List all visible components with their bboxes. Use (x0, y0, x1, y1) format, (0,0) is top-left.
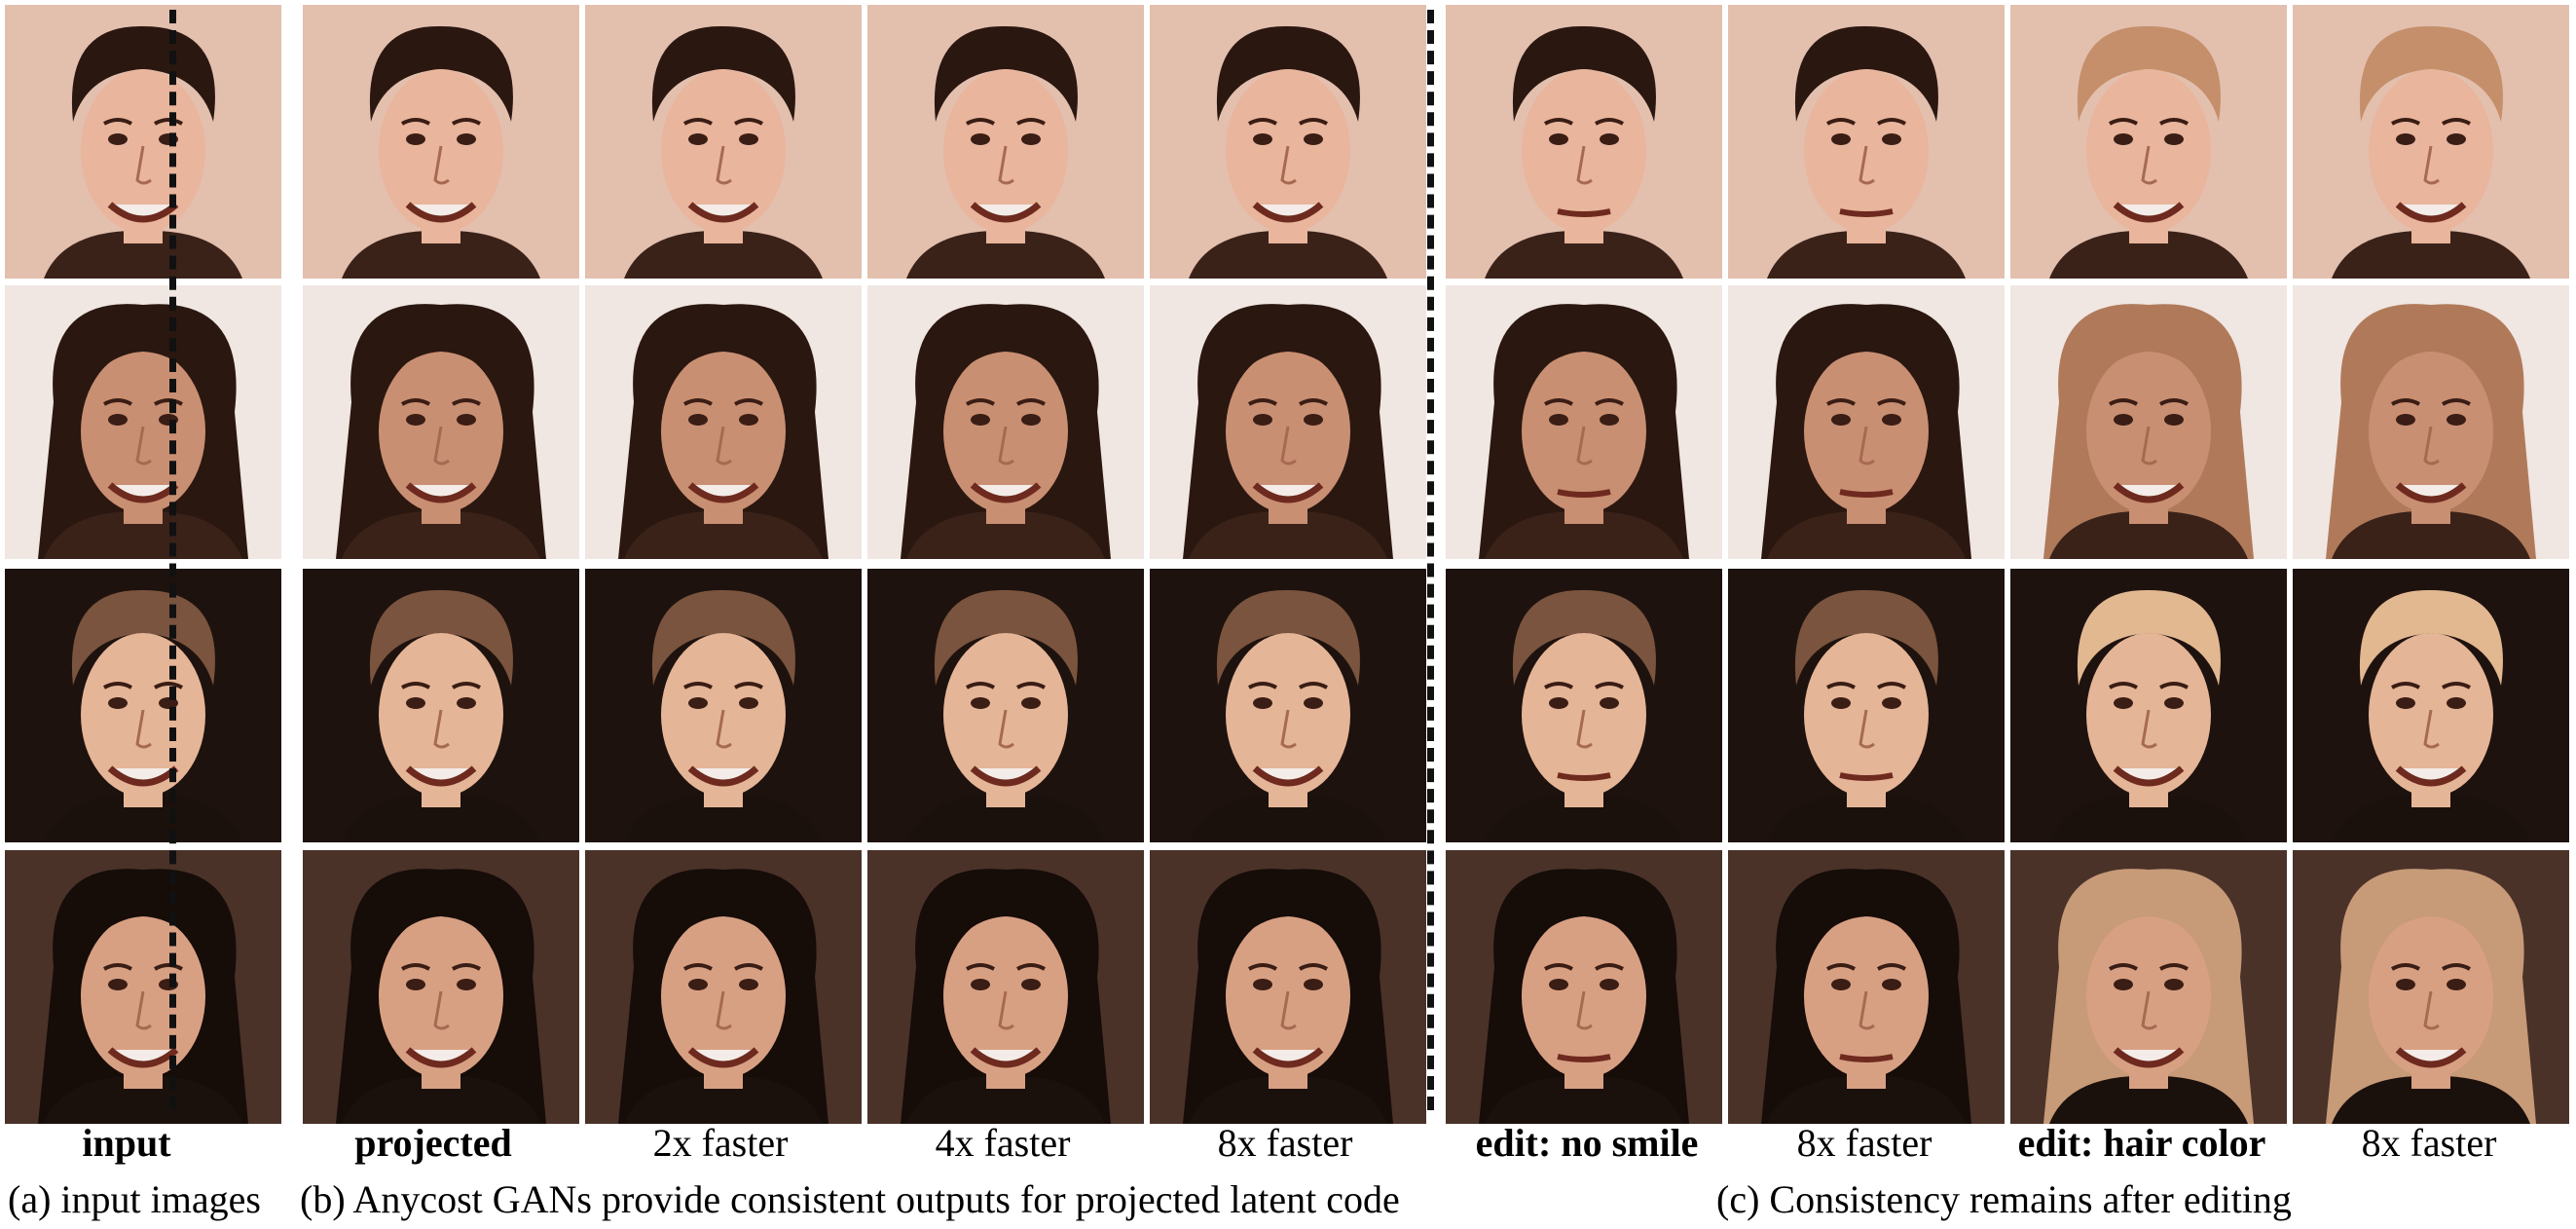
column-label-projected: projected (354, 1121, 512, 1165)
face-image-2x-faster-row4 (585, 850, 862, 1124)
column-label-4x-faster: 4x faster (935, 1121, 1071, 1165)
portrait-photo (867, 569, 1144, 842)
face-image-projected-row4 (303, 850, 579, 1124)
column-label-input: input (82, 1121, 171, 1165)
face-image-edit-hair-color-row3 (2010, 569, 2287, 842)
face-image-edit-hair-color-8x-row3 (2293, 569, 2569, 842)
face-image-4x-faster-row1 (867, 5, 1144, 279)
face-image-edit-hair-color-row4 (2010, 850, 2287, 1124)
portrait-photo (2293, 5, 2569, 279)
portrait-photo (1446, 285, 1722, 559)
face-image-8x-faster-row3 (1150, 569, 1426, 842)
divider-right (1427, 10, 1434, 1110)
caption-b: (b) Anycost GANs provide consistent outp… (300, 1177, 1400, 1221)
face-image-edit-hair-color-row2 (2010, 285, 2287, 559)
face-image-8x-faster-row1 (1150, 5, 1426, 279)
portrait-photo (5, 5, 281, 279)
portrait-photo (2293, 569, 2569, 842)
portrait-photo (585, 5, 862, 279)
face-image-edit-no-smile-row4 (1446, 850, 1722, 1124)
portrait-photo (303, 569, 579, 842)
face-image-input-row4 (5, 850, 281, 1124)
portrait-photo (5, 569, 281, 842)
face-image-edit-hair-color-8x-row1 (2293, 5, 2569, 279)
face-image-edit-hair-color-8x-row2 (2293, 285, 2569, 559)
caption-c: (c) Consistency remains after editing (1716, 1177, 2292, 1221)
face-image-projected-row2 (303, 285, 579, 559)
portrait-photo (585, 569, 862, 842)
face-image-8x-faster-row2 (1150, 285, 1426, 559)
portrait-photo (1728, 285, 2005, 559)
portrait-photo (2010, 5, 2287, 279)
portrait-photo (2293, 285, 2569, 559)
face-image-edit-no-smile-8x-row2 (1728, 285, 2005, 559)
caption-a: (a) input images (8, 1177, 261, 1221)
portrait-photo (5, 285, 281, 559)
portrait-photo (1728, 5, 2005, 279)
face-image-edit-no-smile-8x-row1 (1728, 5, 2005, 279)
divider-left (169, 10, 176, 1110)
face-image-edit-no-smile-8x-row4 (1728, 850, 2005, 1124)
face-image-2x-faster-row2 (585, 285, 862, 559)
portrait-photo (1150, 850, 1426, 1124)
portrait-photo (303, 850, 579, 1124)
column-label-hair-8x-faster: 8x faster (2361, 1121, 2497, 1165)
face-image-4x-faster-row4 (867, 850, 1144, 1124)
face-image-input-row3 (5, 569, 281, 842)
face-image-projected-row3 (303, 569, 579, 842)
portrait-photo (867, 285, 1144, 559)
face-image-2x-faster-row1 (585, 5, 862, 279)
face-image-input-row1 (5, 5, 281, 279)
portrait-photo (2010, 850, 2287, 1124)
column-label-edit-8x-faster: 8x faster (1796, 1121, 1932, 1165)
column-label-edit-hair-color: edit: hair color (2017, 1121, 2266, 1165)
face-image-4x-faster-row2 (867, 285, 1144, 559)
portrait-photo (1728, 850, 2005, 1124)
portrait-photo (1150, 5, 1426, 279)
face-image-edit-hair-color-8x-row4 (2293, 850, 2569, 1124)
portrait-photo (867, 850, 1144, 1124)
face-image-4x-faster-row3 (867, 569, 1144, 842)
portrait-photo (303, 5, 579, 279)
portrait-photo (303, 285, 579, 559)
column-label-8x-faster: 8x faster (1217, 1121, 1353, 1165)
face-image-edit-no-smile-row3 (1446, 569, 1722, 842)
portrait-photo (1150, 285, 1426, 559)
face-image-edit-no-smile-8x-row3 (1728, 569, 2005, 842)
portrait-photo (867, 5, 1144, 279)
portrait-photo (585, 285, 862, 559)
face-image-edit-no-smile-row2 (1446, 285, 1722, 559)
face-image-8x-faster-row4 (1150, 850, 1426, 1124)
face-image-edit-hair-color-row1 (2010, 5, 2287, 279)
portrait-photo (585, 850, 862, 1124)
portrait-photo (1446, 5, 1722, 279)
face-image-2x-faster-row3 (585, 569, 862, 842)
portrait-photo (1446, 850, 1722, 1124)
column-label-edit-no-smile: edit: no smile (1475, 1121, 1699, 1165)
portrait-photo (1728, 569, 2005, 842)
face-image-edit-no-smile-row1 (1446, 5, 1722, 279)
portrait-photo (2010, 569, 2287, 842)
portrait-photo (1150, 569, 1426, 842)
face-image-input-row2 (5, 285, 281, 559)
portrait-photo (2293, 850, 2569, 1124)
face-image-projected-row1 (303, 5, 579, 279)
portrait-photo (1446, 569, 1722, 842)
column-label-2x-faster: 2x faster (652, 1121, 789, 1165)
portrait-photo (2010, 285, 2287, 559)
portrait-photo (5, 850, 281, 1124)
